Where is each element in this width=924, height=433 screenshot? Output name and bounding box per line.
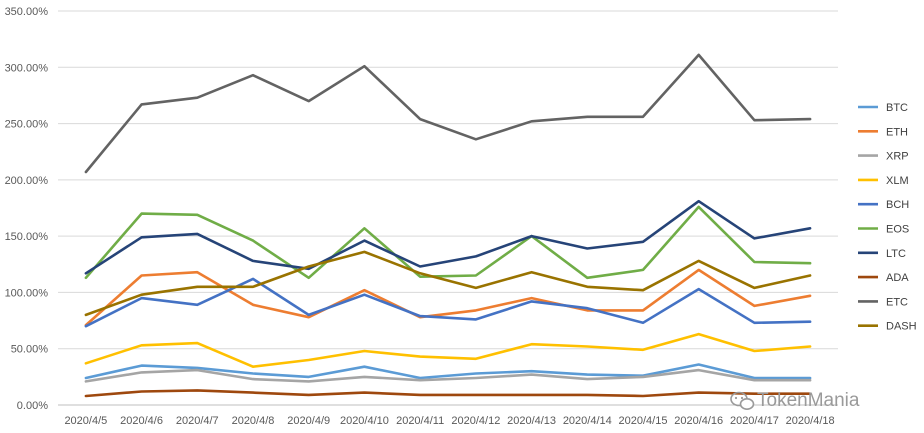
x-tick-label: 2020/4/11: [396, 415, 444, 427]
legend: BTC ETH XRP XLM BCH EOS LTC ADA ETC DASH: [858, 102, 917, 333]
series-line-btc: [84, 363, 812, 380]
x-tick-label: 2020/4/7: [176, 415, 219, 427]
x-tick-label: 2020/4/17: [730, 415, 779, 427]
x-axis-ticks: 2020/4/5 2020/4/6 2020/4/7 2020/4/8 2020/4/9…: [64, 415, 834, 427]
wechat-icon: [730, 391, 755, 410]
legend-label: XRP: [886, 151, 909, 163]
x-tick-label: 2020/4/10: [340, 415, 389, 427]
series-line-xlm: [84, 332, 812, 369]
legend-label: BCH: [886, 199, 909, 211]
y-tick-label: 0.00%: [17, 400, 48, 412]
watermark-text: TokenMania: [757, 390, 860, 411]
legend-item-bch: BCH: [858, 199, 909, 211]
legend-item-xlm: XLM: [858, 175, 909, 187]
legend-label: BTC: [886, 102, 908, 114]
series-line-ltc: [84, 199, 812, 275]
legend-item-btc: BTC: [858, 102, 908, 114]
x-tick-label: 2020/4/18: [786, 415, 835, 427]
series-lines: [84, 53, 812, 398]
x-tick-label: 2020/4/13: [507, 415, 556, 427]
x-tick-label: 2020/4/12: [451, 415, 500, 427]
legend-label: XLM: [886, 175, 909, 187]
y-tick-label: 300.00%: [5, 62, 49, 74]
legend-item-etc: ETC: [858, 296, 908, 308]
y-tick-label: 350.00%: [5, 6, 49, 18]
legend-label: ETC: [886, 296, 908, 308]
legend-label: DASH: [886, 321, 917, 333]
series-line-eth: [84, 268, 812, 327]
legend-item-ltc: LTC: [858, 248, 906, 260]
series-line-ada: [84, 389, 812, 398]
x-tick-label: 2020/4/9: [287, 415, 330, 427]
series-line-xrp: [84, 368, 812, 383]
y-tick-label: 150.00%: [5, 231, 49, 243]
y-axis-ticks: 0.00% 50.00% 100.00% 150.00% 200.00% 250.00% 3…: [5, 6, 49, 412]
legend-label: EOS: [886, 224, 909, 236]
series-line-etc: [84, 53, 812, 174]
series-line-eos: [84, 205, 812, 280]
legend-item-xrp: XRP: [858, 151, 909, 163]
legend-label: ADA: [886, 272, 909, 284]
y-tick-label: 200.00%: [5, 175, 49, 187]
series-line-dash: [84, 250, 812, 317]
legend-item-dash: DASH: [858, 321, 917, 333]
legend-item-eos: EOS: [858, 224, 909, 236]
x-tick-label: 2020/4/6: [120, 415, 163, 427]
watermark: TokenMania: [730, 390, 860, 411]
series-line-bch: [84, 277, 812, 328]
y-tick-label: 250.00%: [5, 119, 49, 131]
x-tick-label: 2020/4/5: [64, 415, 107, 427]
x-tick-label: 2020/4/14: [563, 415, 612, 427]
legend-item-eth: ETH: [858, 126, 908, 138]
y-tick-label: 100.00%: [5, 287, 49, 299]
y-tick-label: 50.00%: [11, 344, 49, 356]
x-tick-label: 2020/4/8: [232, 415, 275, 427]
gridlines: [58, 10, 838, 406]
legend-label: ETH: [886, 126, 908, 138]
legend-label: LTC: [886, 248, 906, 260]
legend-item-ada: ADA: [858, 272, 909, 284]
x-tick-label: 2020/4/16: [674, 415, 723, 427]
x-tick-label: 2020/4/15: [619, 415, 668, 427]
